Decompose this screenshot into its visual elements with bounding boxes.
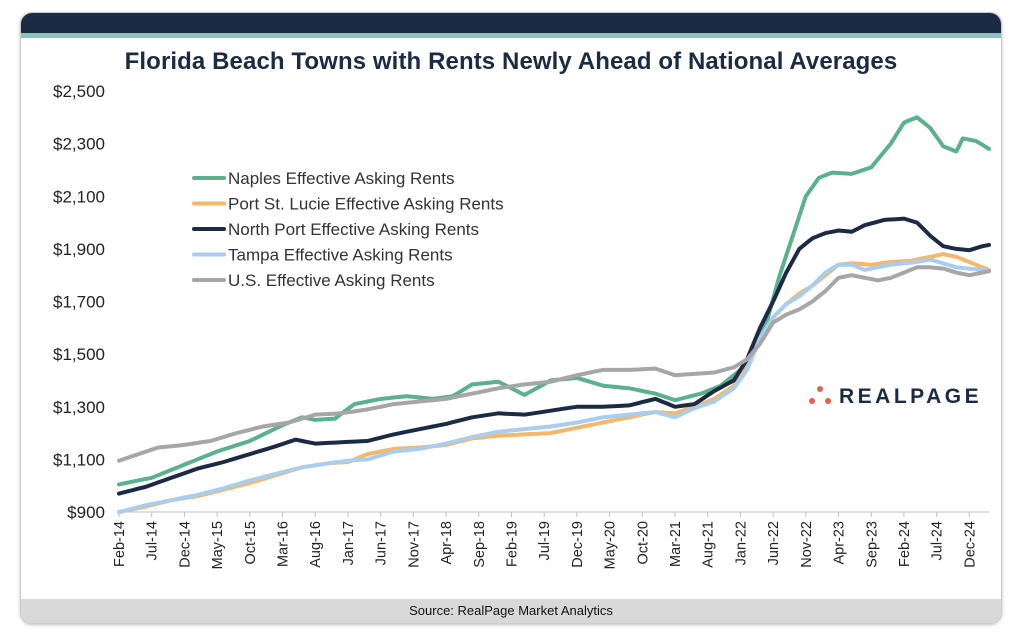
legend-label: Tampa Effective Asking Rents	[228, 246, 453, 265]
x-tick-label: Jul-24	[930, 521, 946, 561]
x-tick-label: Feb-14	[112, 521, 128, 567]
x-tick-label: Sep-18	[472, 521, 488, 568]
x-axis: Feb-14 Jul-14 Dec-14 May-15 Oct-15 Mar-16 Aug-…	[112, 512, 978, 569]
y-tick-label: $2,500	[53, 82, 105, 101]
legend-label: Port St. Lucie Effective Asking Rents	[228, 195, 504, 214]
x-tick-label: Aug-16	[308, 521, 324, 568]
y-tick-label: $1,100	[53, 450, 105, 469]
y-tick-label: $900	[67, 503, 105, 522]
x-tick-label: May-20	[603, 521, 619, 569]
x-tick-label: Jan-22	[733, 521, 749, 565]
x-tick-label: Jun-17	[374, 521, 390, 565]
logo-text: REALPAGE	[839, 385, 983, 408]
x-tick-label: Dec-19	[570, 521, 586, 568]
realpage-logo: REALPAGE	[809, 383, 982, 411]
x-tick-label: Feb-24	[897, 521, 913, 567]
x-tick-label: Feb-19	[504, 521, 520, 567]
legend-label: U.S. Effective Asking Rents	[228, 271, 435, 290]
legend-label: Naples Effective Asking Rents	[228, 169, 454, 188]
x-tick-label: Jan-17	[341, 521, 357, 565]
x-tick-label: Jul-14	[145, 521, 161, 561]
series-line-2	[117, 216, 991, 496]
x-tick-label: May-15	[210, 521, 226, 569]
y-axis: $900 $1,100 $1,300 $1,500 $1,700 $1,900 $2,100…	[53, 82, 989, 522]
x-tick-label: Dec-14	[177, 521, 193, 568]
x-tick-label: Jul-19	[537, 521, 553, 561]
chart-title: Florida Beach Towns with Rents Newly Ahe…	[124, 48, 898, 75]
x-tick-label: Mar-16	[276, 521, 292, 567]
x-tick-label: Mar-21	[668, 521, 684, 567]
x-tick-label: Apr-23	[832, 521, 848, 565]
x-tick-label: Jun-22	[766, 521, 782, 565]
legend: Naples Effective Asking Rents Port St. Lu…	[192, 169, 504, 290]
y-tick-label: $1,700	[53, 293, 105, 312]
series-line-3	[117, 257, 991, 514]
line-chart: $900 $1,100 $1,300 $1,500 $1,700 $1,900 $2,100…	[53, 82, 991, 569]
source-footer: Source: RealPage Market Analytics	[21, 599, 1001, 623]
x-tick-label: Nov-22	[799, 521, 815, 568]
series-line-4	[117, 265, 991, 463]
header-accent-stripe	[21, 33, 1001, 38]
y-tick-label: $1,300	[53, 398, 105, 417]
x-tick-label: Sep-23	[864, 521, 880, 568]
y-tick-label: $2,100	[53, 187, 105, 206]
y-tick-label: $1,900	[53, 240, 105, 259]
logo-dots-icon	[809, 386, 831, 408]
x-tick-label: Aug-21	[701, 521, 717, 568]
x-tick-label: Nov-17	[406, 521, 422, 568]
x-tick-label: Oct-15	[243, 521, 259, 565]
x-tick-label: Dec-24	[962, 521, 978, 568]
chart-card: Florida Beach Towns with Rents Newly Ahe…	[20, 12, 1002, 624]
y-tick-label: $1,500	[53, 345, 105, 364]
x-tick-label: Apr-18	[439, 521, 455, 565]
y-tick-label: $2,300	[53, 135, 105, 154]
series-layer	[117, 115, 991, 514]
header-bar	[21, 13, 1001, 33]
legend-label: North Port Effective Asking Rents	[228, 220, 479, 239]
x-tick-label: Oct-20	[635, 521, 651, 565]
